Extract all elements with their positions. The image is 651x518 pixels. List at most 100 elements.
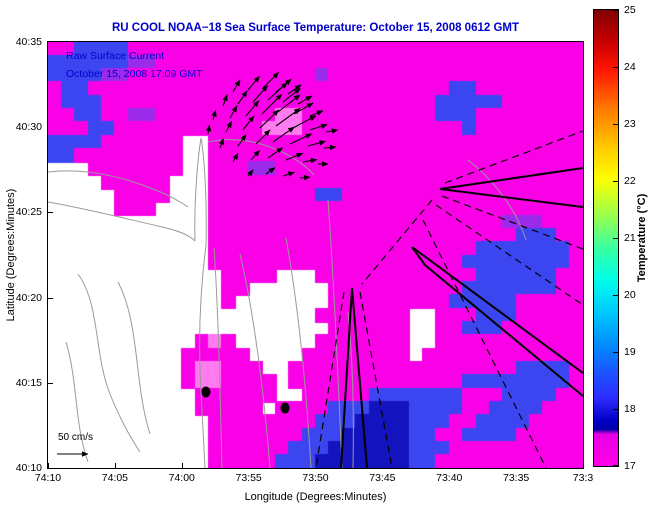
current-vector [297,95,313,105]
current-vector [323,144,337,151]
current-vector [267,82,288,101]
x-tick-mark [583,43,584,48]
y-tick-label: 40:30 [15,121,42,134]
current-vector [218,138,224,149]
colorbar-tick-label: 20 [624,289,636,301]
current-vector [247,75,260,91]
x-tick-label: 74:05 [101,472,129,484]
current-vector [292,115,317,129]
coastline-contour [239,253,271,468]
shipping-lane-dashed [359,291,393,468]
colorbar-tick-mark [613,124,618,125]
colorbar-tick-label: 17 [624,460,636,472]
current-vector [252,85,269,103]
current-vector [289,133,313,145]
x-tick-label: 73:3 [572,472,594,484]
current-vector [247,169,254,177]
coastline-contour [207,139,315,176]
sst-heatmap [48,42,583,468]
y-tick-label: 40:15 [15,376,42,389]
x-tick-label: 73:50 [302,472,329,484]
current-vector [205,124,212,135]
coastline-contour [327,199,343,468]
shipping-lane-dashed [361,199,433,285]
shipping-lane-dashed [315,291,345,468]
colorbar-tick-mark [613,181,618,182]
shipping-lane-solid [411,246,583,397]
x-tick-label: 73:45 [369,472,396,484]
y-tick-mark [48,468,53,469]
current-vector [309,110,324,117]
current-vector [282,88,301,103]
current-vector [325,128,339,134]
x-tick-label: 73:55 [235,472,262,484]
current-overlay-label: Raw Surface Current [66,50,165,62]
colorbar-tick-label: 23 [624,118,636,130]
coastline-contour [48,170,189,208]
current-overlay-time: October 15, 2008 17:09 GMT [66,68,203,80]
shipping-lane-solid [340,287,368,468]
shipping-lane-dashed [422,219,547,468]
colorbar-tick-label: 24 [624,61,636,73]
map-overlay [48,72,583,468]
y-tick-label: 40:20 [15,291,42,304]
coastline-contour [213,247,223,468]
coastline-contour [48,201,196,242]
buoy-marker [201,386,211,398]
current-vector [225,120,233,133]
current-vector [275,107,301,127]
colorbar-tick-mark [613,67,618,68]
scale-label: 50 cm/s [58,432,94,443]
coastline-contour [467,159,527,241]
current-vector [245,100,260,117]
current-vector [250,149,261,161]
colorbar-tick-label: 25 [624,4,636,16]
current-vector [242,115,255,131]
colorbar-tick-mark [613,295,618,296]
coastline-contour [65,341,89,463]
coastline-contour [199,244,207,468]
current-vector [267,147,284,159]
y-tick-mark [578,468,583,469]
current-vector [232,79,241,93]
colorbar-tick-label: 18 [624,403,636,415]
figure-title: RU COOL NOAA−18 Sea Surface Temperature:… [111,22,520,34]
current-vector [229,105,238,119]
shipping-lane-dashed [435,204,583,306]
current-vector [277,94,301,113]
x-tick-label: 74:00 [168,472,195,484]
current-vector [307,140,326,147]
current-vector [255,129,271,145]
map-plot-area: Raw Surface Current October 15, 2008 17:… [47,41,584,469]
colorbar-tick-mark [613,10,618,11]
current-vector [282,171,295,177]
current-vector [272,126,295,143]
x-tick-mark [583,463,584,468]
y-tick-label: 40:10 [15,462,42,474]
colorbar-tick-label: 19 [624,346,636,358]
current-vector [261,93,283,115]
current-vector [222,94,228,107]
x-tick-label: 73:35 [502,472,530,484]
shipping-lane-solid [439,167,583,208]
coastline-contour [194,137,207,246]
y-tick-label: 40:25 [15,206,42,219]
coastline-contour [77,273,141,453]
current-vector [309,123,328,131]
current-vector [285,152,304,161]
shipping-lane-dashed [441,195,583,250]
current-vector [293,102,314,115]
current-vector [299,174,311,181]
x-tick-label: 74:10 [34,472,62,484]
current-vector [211,109,217,121]
y-tick-label: 40:35 [15,36,42,48]
shipping-lane-dashed [444,130,583,184]
x-tick-label: 73:40 [436,472,463,484]
current-vector [232,152,239,163]
colorbar-tick-label: 21 [624,232,636,244]
buoy-marker [280,402,290,414]
current-vector [237,90,248,105]
x-axis-label: Longitude (Degrees:Minutes) [244,491,387,503]
current-vector [237,134,247,147]
